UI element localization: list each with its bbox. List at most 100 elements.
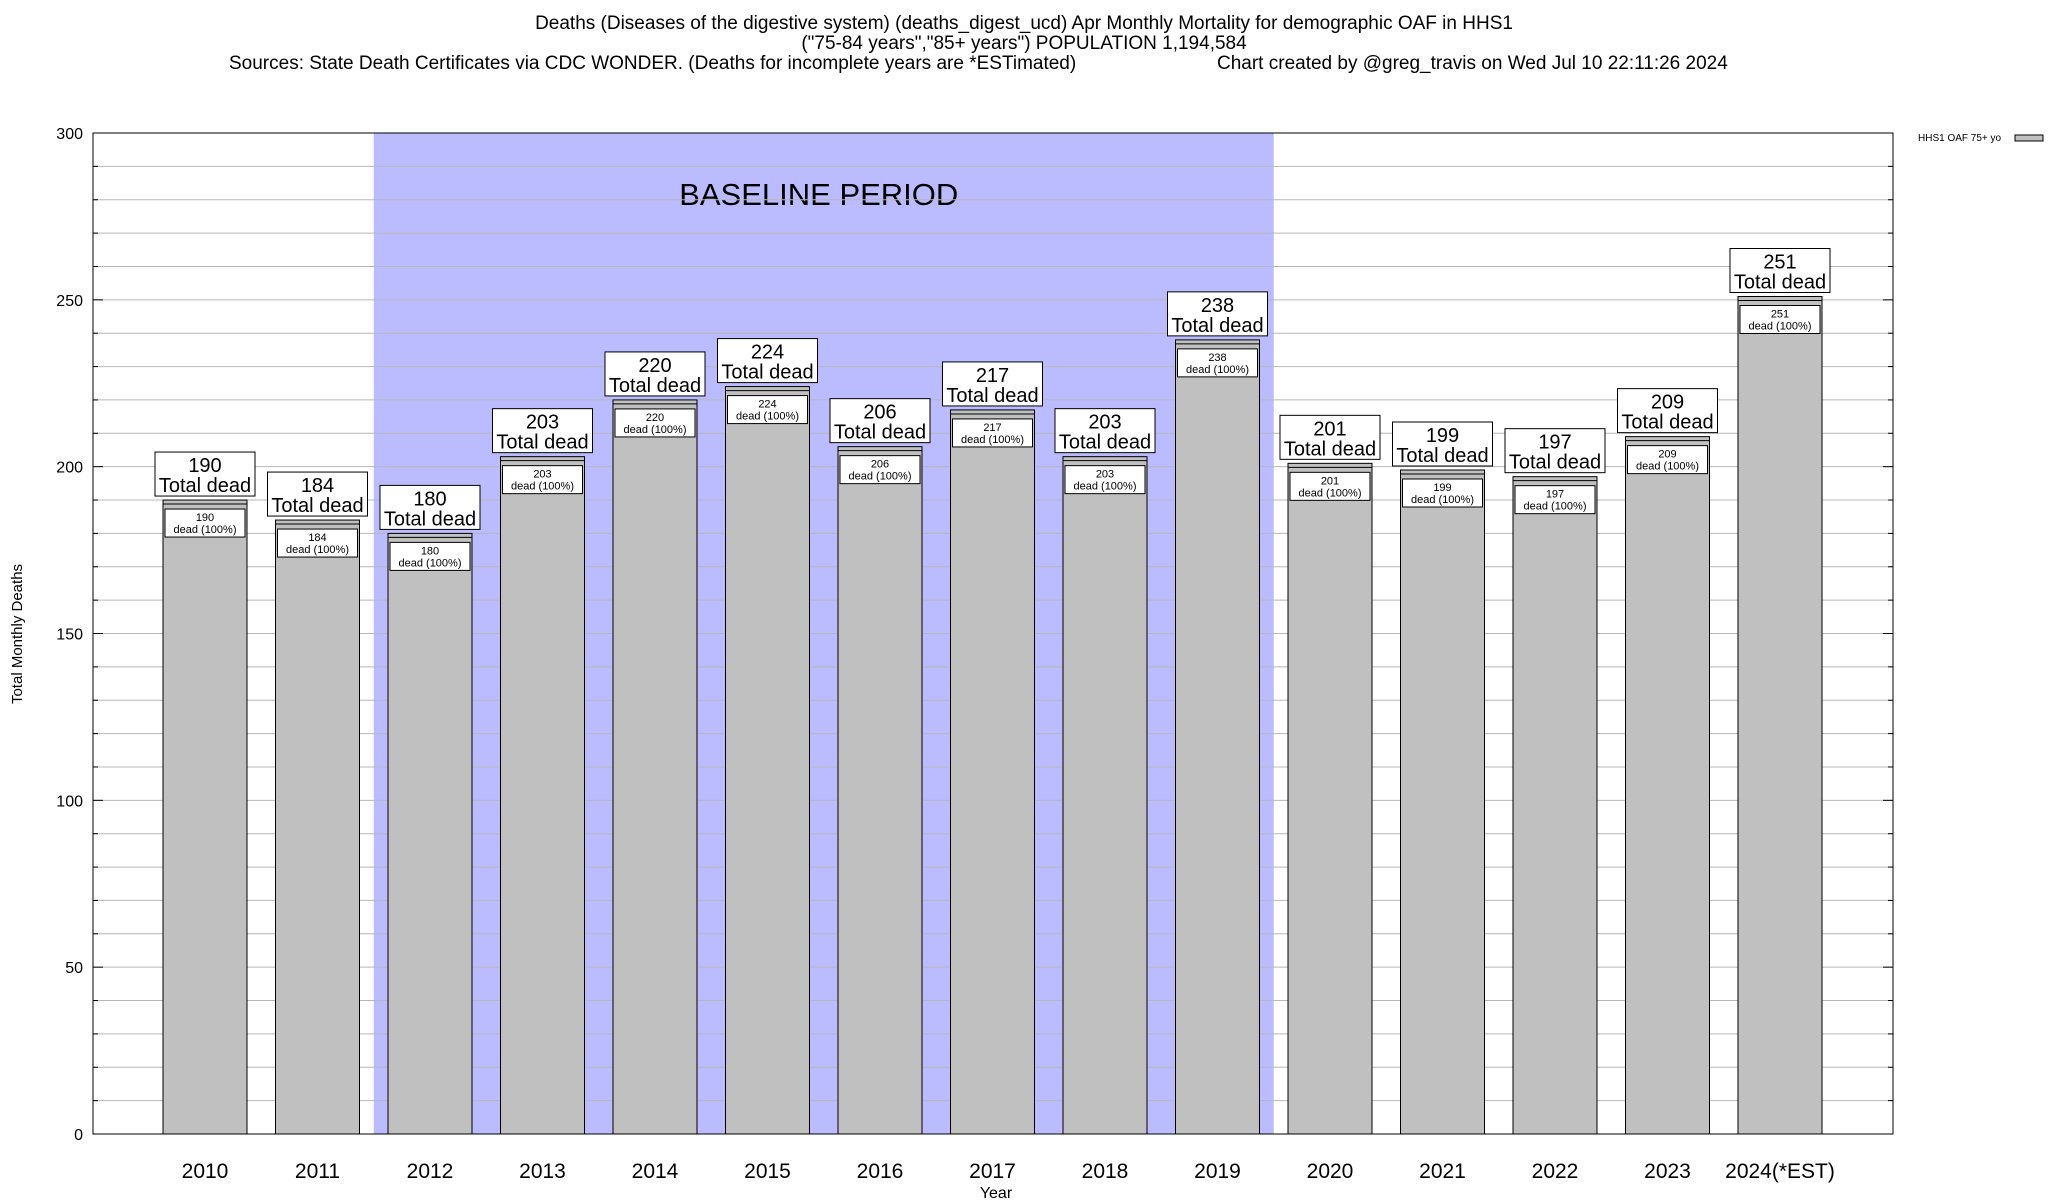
bar-inner-label: dead (100%) [1636, 461, 1699, 473]
bar-total-value: 224 [751, 342, 784, 364]
x-tick-label: 2016 [857, 1160, 904, 1183]
bar-inner-label: dead (100%) [1074, 481, 1137, 493]
x-tick-label: 2024(*EST) [1725, 1160, 1835, 1183]
bar-total-value: 206 [863, 402, 896, 424]
x-tick-label: 2018 [1082, 1160, 1129, 1183]
chart-title-line-1: Deaths (Diseases of the digestive system… [535, 13, 1513, 34]
x-tick-label: 2011 [295, 1160, 340, 1183]
bar-total-value: 217 [976, 365, 1009, 387]
bar-total-value: 203 [1088, 412, 1121, 434]
y-tick-label: 200 [56, 460, 83, 477]
legend-label: HHS1 OAF 75+ yo [1918, 133, 2002, 144]
bar-total-value: 190 [188, 455, 221, 477]
bar-inner-value: 201 [1321, 475, 1339, 487]
x-tick-label: 2013 [519, 1160, 566, 1183]
bar-inner-label: dead (100%) [1524, 501, 1587, 513]
bar-total-label: Total dead [1396, 445, 1488, 467]
bar-inner-label: dead (100%) [1411, 494, 1474, 506]
bar-total-label: Total dead [159, 475, 251, 497]
bar-inner-value: 203 [533, 469, 551, 481]
bar-total-value: 199 [1426, 425, 1459, 447]
bar-total-label: Total dead [496, 432, 588, 454]
legend-swatch [2014, 134, 2044, 142]
chart-title-line-2: ("75-84 years","85+ years") POPULATION 1… [801, 33, 1247, 54]
bar [1625, 436, 1710, 1135]
bar-total-label: Total dead [1171, 315, 1263, 337]
bar-inner-label: dead (100%) [1299, 487, 1362, 499]
bar-total-label: Total dead [271, 495, 363, 517]
bar-inner-value: 251 [1771, 308, 1789, 320]
total-label-box [1729, 247, 1831, 293]
bar-total-label: Total dead [834, 422, 926, 444]
chart-credit: Chart created by @greg_travis on Wed Jul… [1217, 53, 1728, 74]
bar-total-value: 203 [526, 412, 559, 434]
y-tick-label: 300 [56, 126, 83, 143]
bar [1287, 462, 1373, 1135]
inner-label-box [727, 395, 808, 425]
inner-label-box [164, 508, 246, 538]
bar [275, 519, 360, 1135]
bar [950, 409, 1035, 1135]
x-tick-label: 2020 [1307, 1160, 1354, 1183]
bar-total-value: 209 [1651, 392, 1684, 414]
bar-total-label: Total dead [1284, 438, 1376, 460]
total-label-box [379, 484, 481, 530]
legend: HHS1 OAF 75+ yo [1918, 133, 2044, 144]
bar-inner-value: 238 [1208, 352, 1226, 364]
bar [1512, 476, 1598, 1135]
bar [1400, 469, 1485, 1135]
bars-layer [162, 295, 1823, 1135]
bar-total-value: 238 [1201, 295, 1234, 317]
bar [387, 532, 473, 1135]
bar-inner-value: 203 [1096, 469, 1114, 481]
bar-inner-label: dead (100%) [286, 544, 349, 556]
bar-inner-value: 180 [421, 545, 439, 557]
bar [612, 399, 698, 1135]
bar-inner-label: dead (100%) [624, 424, 687, 436]
inner-label-box [1177, 348, 1258, 378]
x-tick-label: 2014 [632, 1160, 679, 1183]
bar-inner-label: dead (100%) [511, 481, 574, 493]
y-tick-label: 0 [74, 1127, 83, 1144]
bar [725, 386, 810, 1135]
total-label-box [267, 471, 368, 517]
inner-label-box [614, 408, 696, 438]
bar-inner-value: 197 [1546, 489, 1564, 501]
inner-label-box [952, 418, 1033, 448]
inner-label-box [502, 465, 583, 495]
bar-total-value: 251 [1763, 251, 1796, 273]
axes-layer: 2010 2011 2012 2013 2014 2015 2016 2017 2018 2019… [9, 126, 1894, 1200]
y-axis-title: Total Monthly Deaths [9, 564, 26, 704]
x-tick-label: 2019 [1194, 1160, 1241, 1183]
y-tick-label: 100 [56, 793, 83, 810]
bar-inner-value: 199 [1433, 482, 1451, 494]
bar-total-label: Total dead [609, 375, 701, 397]
total-label-box [942, 361, 1043, 407]
bar-total-value: 184 [301, 475, 334, 497]
bar-inner-value: 184 [308, 532, 326, 544]
bar-total-label: Total dead [1509, 452, 1601, 474]
total-label-box [1392, 421, 1493, 467]
total-label-box [604, 351, 706, 397]
bar-total-value: 180 [413, 488, 446, 510]
total-label-box [1504, 428, 1606, 474]
total-label-box [829, 398, 931, 444]
inner-label-box [1402, 478, 1483, 508]
x-axis-title: Year [980, 1185, 1013, 1200]
bar-inner-value: 217 [983, 422, 1001, 434]
bar [1737, 295, 1823, 1135]
bar [1175, 339, 1260, 1135]
total-label-box [1054, 408, 1156, 454]
bar-inner-label: dead (100%) [1186, 364, 1249, 376]
bar-inner-label: dead (100%) [399, 557, 462, 569]
bar-inner-value: 220 [646, 412, 664, 424]
y-tick-label: 150 [56, 627, 83, 644]
bar-inner-label: dead (100%) [849, 471, 912, 483]
bar-inner-label: dead (100%) [736, 411, 799, 423]
inner-label-box [839, 455, 921, 485]
total-label-box [717, 338, 818, 384]
bar [500, 456, 585, 1135]
y-tick-label: 250 [56, 293, 83, 310]
